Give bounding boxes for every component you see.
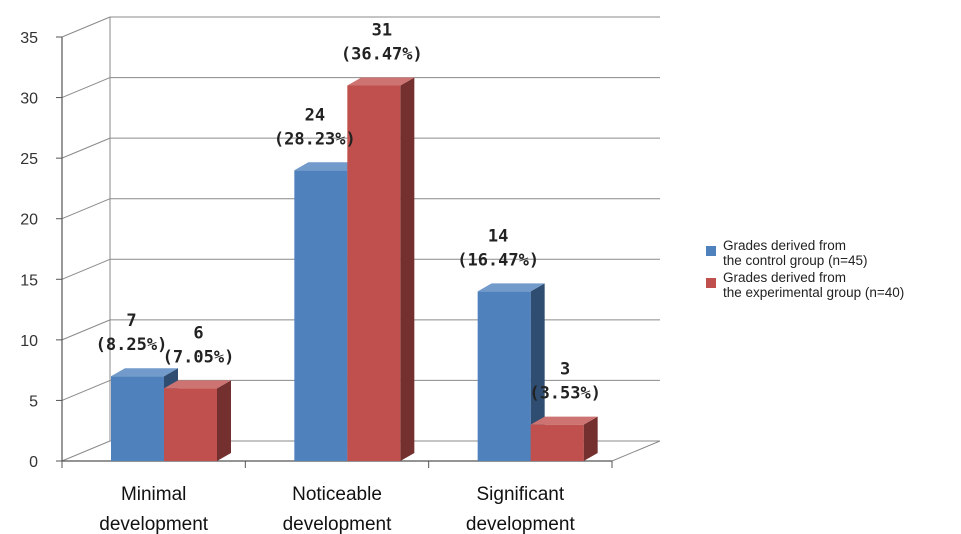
x-category-label: Noticeable development (283, 484, 393, 534)
data-label: 7 (8.25%) (96, 311, 168, 355)
data-label: 14 (16.47%) (457, 226, 539, 270)
y-tick-label: 0 (29, 454, 38, 471)
y-tick-label: 25 (20, 151, 38, 168)
bar-experimental-1 (347, 77, 415, 461)
y-tick-label: 20 (20, 212, 38, 229)
y-tick-label: 35 (20, 30, 38, 47)
legend-item-experimental: Grades derived from the experimental gro… (706, 270, 904, 300)
x-category-label: Significant development (466, 484, 576, 534)
side-wall-line (61, 319, 111, 341)
side-wall-line (61, 77, 111, 99)
side-wall-line (61, 258, 111, 280)
chart-bars (111, 77, 598, 461)
y-tick-label: 10 (20, 333, 38, 350)
data-label: 3 (3.53%) (529, 360, 601, 404)
chart-legend: Grades derived from the control group (n… (706, 238, 904, 302)
bar-control-2 (477, 283, 545, 461)
floor-edge (611, 440, 661, 462)
side-wall-line (61, 198, 111, 220)
legend-swatch-experimental (706, 278, 716, 288)
y-tick-label: 5 (29, 393, 38, 410)
data-label: 24 (28.23%) (274, 105, 356, 149)
chart-data-labels: 7 (8.25%) 24 (28.23%) 14 (16.47%) 6 (7.05%) 31 (3… (96, 20, 601, 403)
legend-label-control: Grades derived from the control group (n… (723, 238, 868, 268)
data-label: 31 (36.47%) (341, 20, 423, 64)
side-wall-line (61, 137, 111, 159)
legend-swatch-control (706, 246, 716, 256)
side-wall-line (61, 379, 111, 401)
legend-label-experimental: Grades derived from the experimental gro… (723, 270, 905, 300)
y-tick-label: 30 (20, 91, 38, 108)
data-label: 6 (7.05%) (163, 323, 235, 367)
bar-experimental-0 (164, 380, 231, 461)
side-wall-line (61, 16, 111, 38)
x-category-label: Minimal development (99, 484, 209, 534)
y-tick-label: 15 (20, 272, 38, 289)
legend-item-control: Grades derived from the control group (n… (706, 238, 904, 268)
side-wall-line (61, 440, 111, 462)
bar-experimental-2 (530, 416, 598, 461)
